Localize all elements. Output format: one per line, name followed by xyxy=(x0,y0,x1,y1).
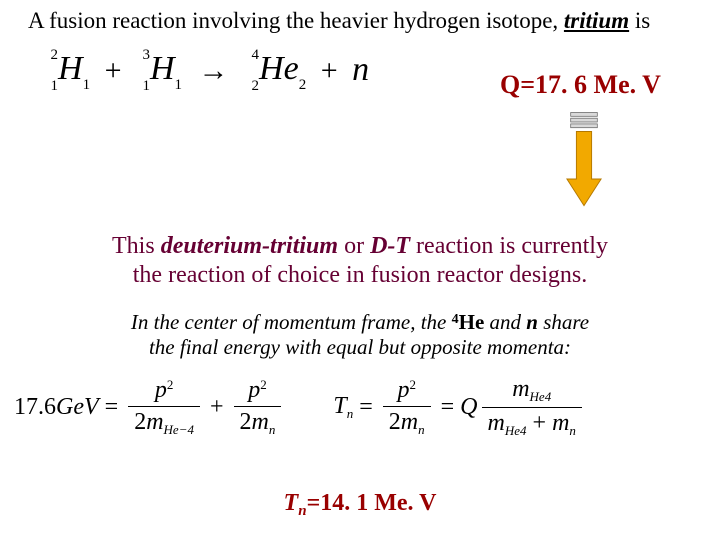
fusion-equation: 2 1 H1 + 3 1 H1 → 4 2 He2 + n xyxy=(44,50,369,94)
q-value: Q=17. 6 Me. V xyxy=(500,70,661,100)
reaction-arrow: → xyxy=(191,54,237,87)
dt-paragraph: This deuterium-tritium or D-T reaction i… xyxy=(60,232,660,290)
frac-n: p2 2mn xyxy=(234,377,282,438)
tn-lhs: Tn xyxy=(333,393,353,422)
energy-equations: 17.6GeV = p2 2mHe−4 + p2 2mn Tn = p2 2mn… xyxy=(14,376,706,439)
momentum-paragraph: In the center of momentum frame, the 4He… xyxy=(70,310,650,360)
neutron: n xyxy=(352,51,369,88)
frac-he4: p2 2mHe−4 xyxy=(128,377,200,438)
down-arrow-icon xyxy=(565,110,603,210)
tn-value: Tn=14. 1 Me. V xyxy=(0,490,720,520)
intro-line: A fusion reaction involving the heavier … xyxy=(28,8,700,34)
plus-op-2: + xyxy=(315,54,344,87)
tritium-word: tritium xyxy=(564,8,629,33)
frac-q: mHe4 mHe4 + mn xyxy=(482,376,582,439)
physics-slide: A fusion reaction involving the heavier … xyxy=(0,0,720,540)
frac-tn: p2 2mn xyxy=(383,377,431,438)
plus-op: + xyxy=(99,54,128,87)
lhs-energy: 17.6GeV xyxy=(14,394,99,421)
nuclide-he4: 4 2 He2 xyxy=(245,50,306,94)
deuterium-tritium: deuterium-tritium xyxy=(161,233,338,259)
intro-post: is xyxy=(629,8,650,33)
nuclide-h2: 2 1 H1 xyxy=(44,50,90,94)
nuclide-h3: 3 1 H1 xyxy=(136,50,182,94)
intro-pre: A fusion reaction involving the heavier … xyxy=(28,8,564,33)
d-t: D-T xyxy=(370,233,410,259)
